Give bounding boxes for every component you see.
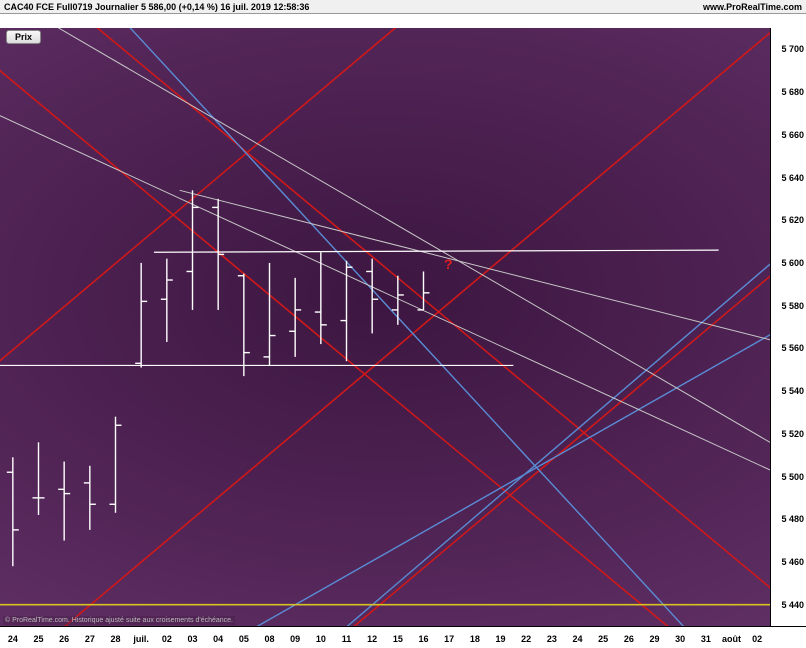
x-tick: 27 <box>85 634 95 644</box>
y-tick: 5 440 <box>781 600 804 610</box>
x-tick: 18 <box>470 634 480 644</box>
y-tick: 5 540 <box>781 386 804 396</box>
y-tick: 5 480 <box>781 514 804 524</box>
x-tick: 17 <box>444 634 454 644</box>
x-tick: 24 <box>8 634 18 644</box>
y-tick: 5 460 <box>781 557 804 567</box>
x-tick: 28 <box>110 634 120 644</box>
y-tick: 5 660 <box>781 130 804 140</box>
x-tick: 10 <box>316 634 326 644</box>
x-tick: 26 <box>59 634 69 644</box>
y-tick: 5 560 <box>781 343 804 353</box>
y-tick: 5 680 <box>781 87 804 97</box>
x-tick: 16 <box>418 634 428 644</box>
x-tick: juil. <box>133 634 149 644</box>
x-tick: 02 <box>752 634 762 644</box>
x-tick: 31 <box>701 634 711 644</box>
chart-container: Prix ? 5 440 5 460 5 480 5 500 5 520 5 540 5 5… <box>0 14 806 648</box>
y-tick: 5 700 <box>781 44 804 54</box>
x-tick: 03 <box>187 634 197 644</box>
y-tick: 5 500 <box>781 472 804 482</box>
x-tick: 08 <box>264 634 274 644</box>
price-plot[interactable]: ? <box>0 28 770 626</box>
x-tick: 15 <box>393 634 403 644</box>
price-badge[interactable]: Prix <box>6 30 41 44</box>
x-tick: 25 <box>598 634 608 644</box>
x-tick: 19 <box>495 634 505 644</box>
x-tick: 22 <box>521 634 531 644</box>
x-axis: 24 25 26 27 28 juil. 02 03 04 05 08 09 10 11 12 15 16 17 1… <box>0 626 806 648</box>
x-tick: 25 <box>33 634 43 644</box>
chart-title: CAC40 FCE Full0719 Journalier 5 586,00 (… <box>4 2 309 12</box>
x-tick: 24 <box>572 634 582 644</box>
y-tick: 5 640 <box>781 173 804 183</box>
x-tick: 30 <box>675 634 685 644</box>
x-tick: 12 <box>367 634 377 644</box>
x-tick: 09 <box>290 634 300 644</box>
x-tick: 05 <box>239 634 249 644</box>
x-tick: 02 <box>162 634 172 644</box>
y-tick: 5 520 <box>781 429 804 439</box>
x-tick: 04 <box>213 634 223 644</box>
y-tick: 5 600 <box>781 258 804 268</box>
y-axis: 5 440 5 460 5 480 5 500 5 520 5 540 5 560 5 580… <box>770 28 806 626</box>
copyright-notice: © ProRealTime.com. Historique ajusté sui… <box>3 616 235 625</box>
y-tick: 5 580 <box>781 301 804 311</box>
x-tick: 26 <box>624 634 634 644</box>
watermark: www.ProRealTime.com <box>703 2 802 12</box>
annotation-question: ? <box>444 256 453 272</box>
y-tick: 5 620 <box>781 215 804 225</box>
x-tick: août <box>722 634 741 644</box>
x-tick: 23 <box>547 634 557 644</box>
x-tick: 29 <box>649 634 659 644</box>
x-tick: 11 <box>342 634 352 644</box>
